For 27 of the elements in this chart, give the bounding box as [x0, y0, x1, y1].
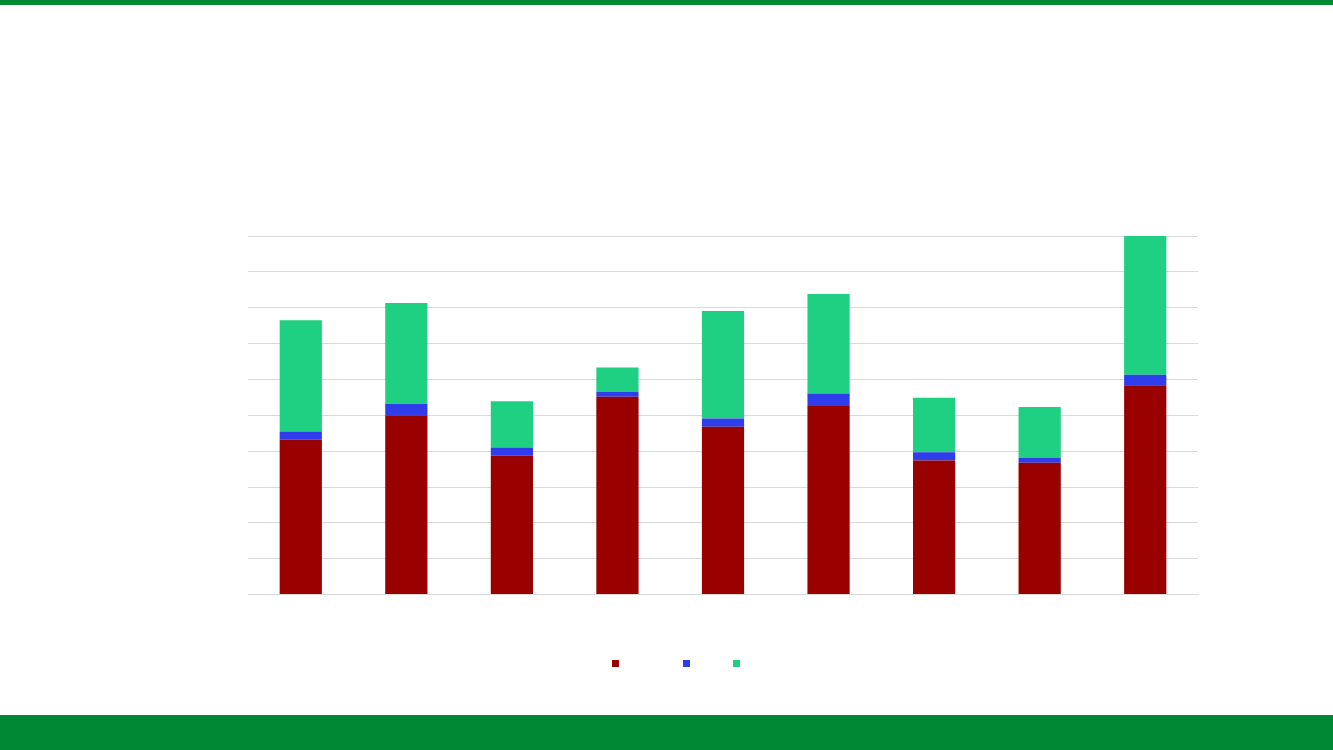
bar [596, 391, 639, 397]
bar [1018, 457, 1061, 463]
bar [913, 397, 956, 453]
bar [279, 431, 322, 440]
bar [385, 415, 428, 595]
bar [385, 403, 428, 416]
bar [279, 320, 322, 432]
bar [701, 310, 745, 419]
bar [490, 455, 533, 595]
bar [913, 460, 956, 595]
bar [1018, 462, 1061, 595]
bar [279, 439, 322, 595]
bar [807, 405, 850, 595]
bar [1124, 385, 1167, 595]
bar [1124, 236, 1167, 375]
bar [807, 393, 850, 406]
bar [913, 452, 956, 461]
bar [1124, 374, 1167, 386]
bar [490, 401, 533, 448]
bar [596, 367, 639, 392]
bar [1018, 407, 1061, 458]
bar [701, 426, 745, 595]
bar [701, 418, 745, 427]
bar [385, 303, 428, 404]
bar [490, 447, 533, 456]
bar [807, 294, 850, 394]
bar [596, 396, 639, 595]
